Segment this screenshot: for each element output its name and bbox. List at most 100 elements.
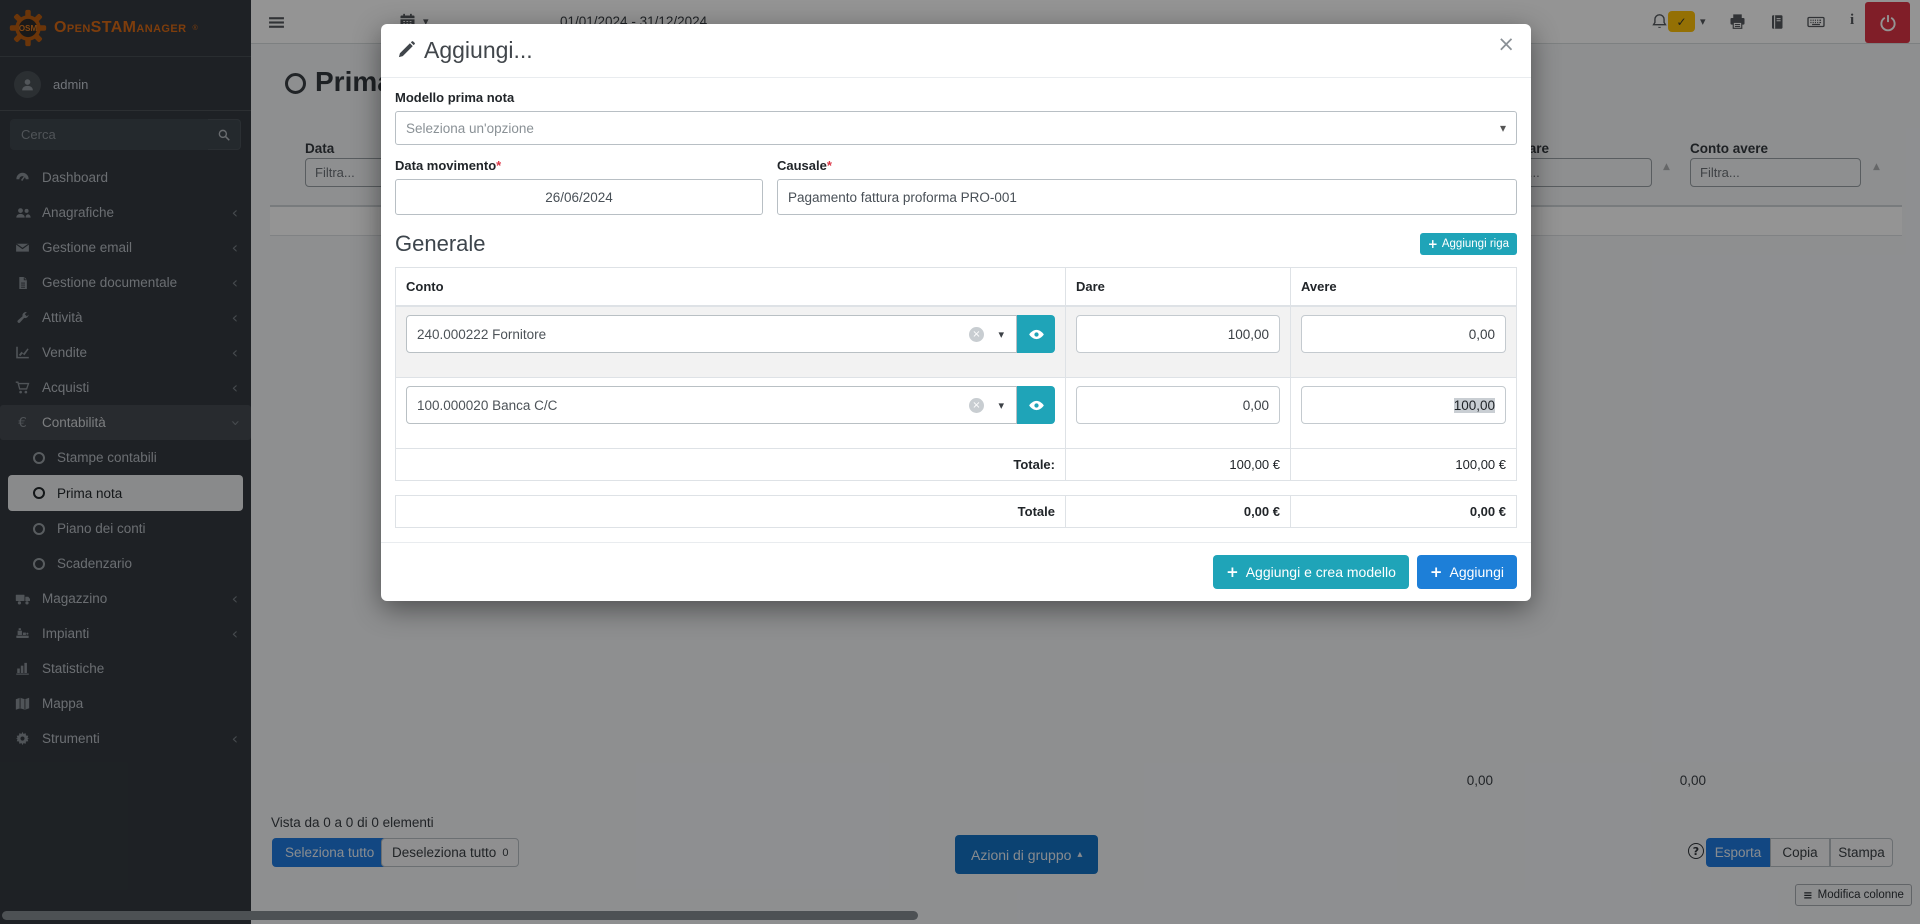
modal-header: Aggiungi... × [381, 24, 1531, 78]
sidebar-item-scadenzario[interactable]: Scadenzario [0, 546, 251, 581]
sort-asc-icon[interactable]: ▲ [1873, 162, 1880, 172]
column-header-data[interactable]: Data [305, 141, 335, 156]
eye-icon [1028, 326, 1045, 343]
sidebar-item-stampe-contabili[interactable]: Stampe contabili [0, 440, 251, 475]
circle-icon [33, 451, 45, 464]
brand-gear-icon: OSM [9, 9, 47, 47]
conto-select-2[interactable]: 100.000020 Banca C/C × ▾ [406, 386, 1017, 424]
generale-table: Conto Dare Avere 240.000222 Fornitore × [395, 267, 1517, 481]
search-button[interactable] [208, 119, 241, 150]
record-circle-icon [285, 73, 306, 94]
chevron-left-icon: ‹ [231, 202, 238, 222]
view-account-button[interactable] [1017, 386, 1055, 424]
help-icon[interactable]: ? [1688, 843, 1704, 859]
modello-select[interactable]: Seleziona un'opzione ▾ [395, 111, 1517, 145]
chevron-left-icon: ‹ [231, 728, 238, 748]
sidebar-item-statistiche[interactable]: Statistiche [0, 651, 251, 686]
caret-down-icon[interactable]: ▾ [423, 15, 429, 28]
export-button-group: Esporta Copia Stampa [1706, 838, 1893, 867]
conto-select-1[interactable]: 240.000222 Fornitore × ▾ [406, 315, 1017, 353]
totale-row: Totale: 100,00 € 100,00 € [395, 448, 1517, 481]
sort-asc-icon[interactable]: ▲ [1663, 162, 1670, 172]
sidebar-item-contabilita[interactable]: € Contabilità ‹ [0, 405, 251, 440]
sidebar: OSM OpenSTAManager ® admin Dashboard Anag… [0, 0, 251, 924]
brand[interactable]: OSM OpenSTAManager ® [0, 0, 251, 57]
sidebar-item-dashboard[interactable]: Dashboard [0, 160, 251, 195]
plus-icon: + [1427, 237, 1438, 251]
caret-down-icon: ▾ [998, 327, 1004, 341]
sidebar-item-piano-dei-conti[interactable]: Piano dei conti [0, 511, 251, 546]
deselect-all-button[interactable]: Deseleziona tutto 0 [381, 838, 520, 867]
power-button[interactable] [1865, 2, 1910, 43]
modal-title: Aggiungi... [424, 37, 533, 63]
table-row: 100.000020 Banca C/C × ▾ 100,00 [395, 377, 1517, 449]
totale-label: Totale: [395, 448, 1066, 481]
chevron-left-icon: ‹ [231, 623, 238, 643]
sidebar-item-mappa[interactable]: Mappa [0, 686, 251, 721]
group-actions-button[interactable]: Azioni di gruppo ▴ [955, 835, 1099, 874]
deselect-count-badge: 0 [502, 846, 509, 859]
copy-button[interactable]: Copia [1770, 838, 1830, 867]
close-icon[interactable]: × [1497, 32, 1515, 56]
circle-icon [33, 557, 45, 570]
sidebar-item-acquisti[interactable]: Acquisti ‹ [0, 370, 251, 405]
filter-input-conto-avere[interactable] [1690, 158, 1861, 187]
horizontal-scrollbar[interactable] [2, 911, 918, 920]
sidebar-item-strumenti[interactable]: Strumenti ‹ [0, 721, 251, 756]
grand-totale-label: Totale [395, 495, 1066, 528]
required-mark: * [496, 158, 502, 173]
aggiungi-modal: Aggiungi... × Modello prima nota Selezio… [381, 24, 1531, 601]
totale-avere: 100,00 € [1290, 448, 1517, 481]
caret-down-icon[interactable]: ▾ [1700, 15, 1706, 28]
sidebar-item-vendite[interactable]: Vendite ‹ [0, 335, 251, 370]
add-button[interactable]: + Aggiungi [1416, 555, 1517, 589]
sidebar-item-attivita[interactable]: Attività ‹ [0, 300, 251, 335]
dare-input-1[interactable] [1076, 315, 1280, 353]
chevron-left-icon: ‹ [231, 272, 238, 292]
avere-input-1[interactable] [1301, 315, 1506, 353]
sidebar-search [10, 119, 241, 150]
add-and-create-model-button[interactable]: + Aggiungi e crea modello [1213, 555, 1409, 589]
grand-totale-avere: 0,00 € [1290, 495, 1517, 528]
generale-title: Generale [395, 231, 486, 256]
data-movimento-input[interactable] [395, 179, 763, 215]
avere-input-2[interactable]: 100,00 [1301, 386, 1506, 424]
chevron-left-icon: ‹ [231, 342, 238, 362]
selected-text: 100,00 [1453, 397, 1495, 413]
dare-input-2[interactable] [1076, 386, 1280, 424]
view-account-button[interactable] [1017, 315, 1055, 353]
sidebar-item-prima-nota[interactable]: Prima nota [8, 475, 243, 511]
caret-down-icon: ▾ [1499, 121, 1506, 135]
sidebar-item-impianti[interactable]: Impianti ‹ [0, 616, 251, 651]
modify-columns-button[interactable]: ≡ Modifica colonne [1795, 884, 1912, 906]
causale-input[interactable] [777, 179, 1517, 215]
date-causale-row: Data movimento* Causale* [395, 158, 1517, 215]
sidebar-item-magazzino[interactable]: Magazzino ‹ [0, 581, 251, 616]
sidebar-item-anagrafiche[interactable]: Anagrafiche ‹ [0, 195, 251, 230]
export-button[interactable]: Esporta [1706, 838, 1770, 867]
col-header-avere: Avere [1290, 267, 1517, 307]
print-button[interactable]: Stampa [1830, 838, 1893, 867]
chevron-left-icon: ‹ [231, 588, 238, 608]
sidebar-item-gestione-documentale[interactable]: Gestione documentale ‹ [0, 265, 251, 300]
select-all-button[interactable]: Seleziona tutto [272, 838, 388, 867]
info-icon[interactable]: i [1850, 12, 1855, 28]
col-header-dare: Dare [1065, 267, 1291, 307]
clear-icon[interactable]: × [969, 327, 984, 342]
grand-totale-dare: 0,00 € [1065, 495, 1291, 528]
user-panel[interactable]: admin [0, 57, 251, 110]
plus-icon: + [1226, 563, 1239, 581]
user-name: admin [53, 77, 89, 92]
clear-icon[interactable]: × [969, 398, 984, 413]
sidebar-nav: Dashboard Anagrafiche ‹ Gestione email ‹… [0, 160, 251, 756]
sidebar-item-gestione-email[interactable]: Gestione email ‹ [0, 230, 251, 265]
column-header-conto-avere[interactable]: Conto avere [1690, 141, 1769, 156]
add-row-button[interactable]: + Aggiungi riga [1419, 233, 1517, 255]
totals-table: Totale 0,00 € 0,00 € [395, 495, 1517, 528]
totale-dare: 100,00 € [1065, 448, 1291, 481]
col-header-conto: Conto [395, 267, 1066, 307]
check-badge-icon[interactable]: ✓ [1668, 11, 1695, 32]
table-row: 240.000222 Fornitore × ▾ [395, 305, 1517, 378]
search-input[interactable] [10, 119, 208, 150]
